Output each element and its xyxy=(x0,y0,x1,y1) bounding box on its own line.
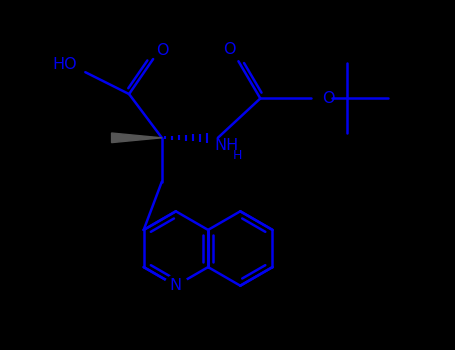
Text: HO: HO xyxy=(52,57,77,72)
Text: O: O xyxy=(223,42,236,57)
Text: O: O xyxy=(157,43,169,58)
Text: NH: NH xyxy=(214,138,238,153)
Text: O: O xyxy=(322,91,334,106)
Text: N: N xyxy=(170,278,182,293)
Polygon shape xyxy=(111,133,162,143)
Text: H: H xyxy=(233,149,242,162)
